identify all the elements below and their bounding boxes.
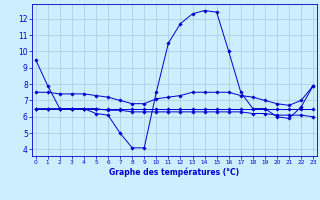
X-axis label: Graphe des températures (°C): Graphe des températures (°C) — [109, 168, 239, 177]
